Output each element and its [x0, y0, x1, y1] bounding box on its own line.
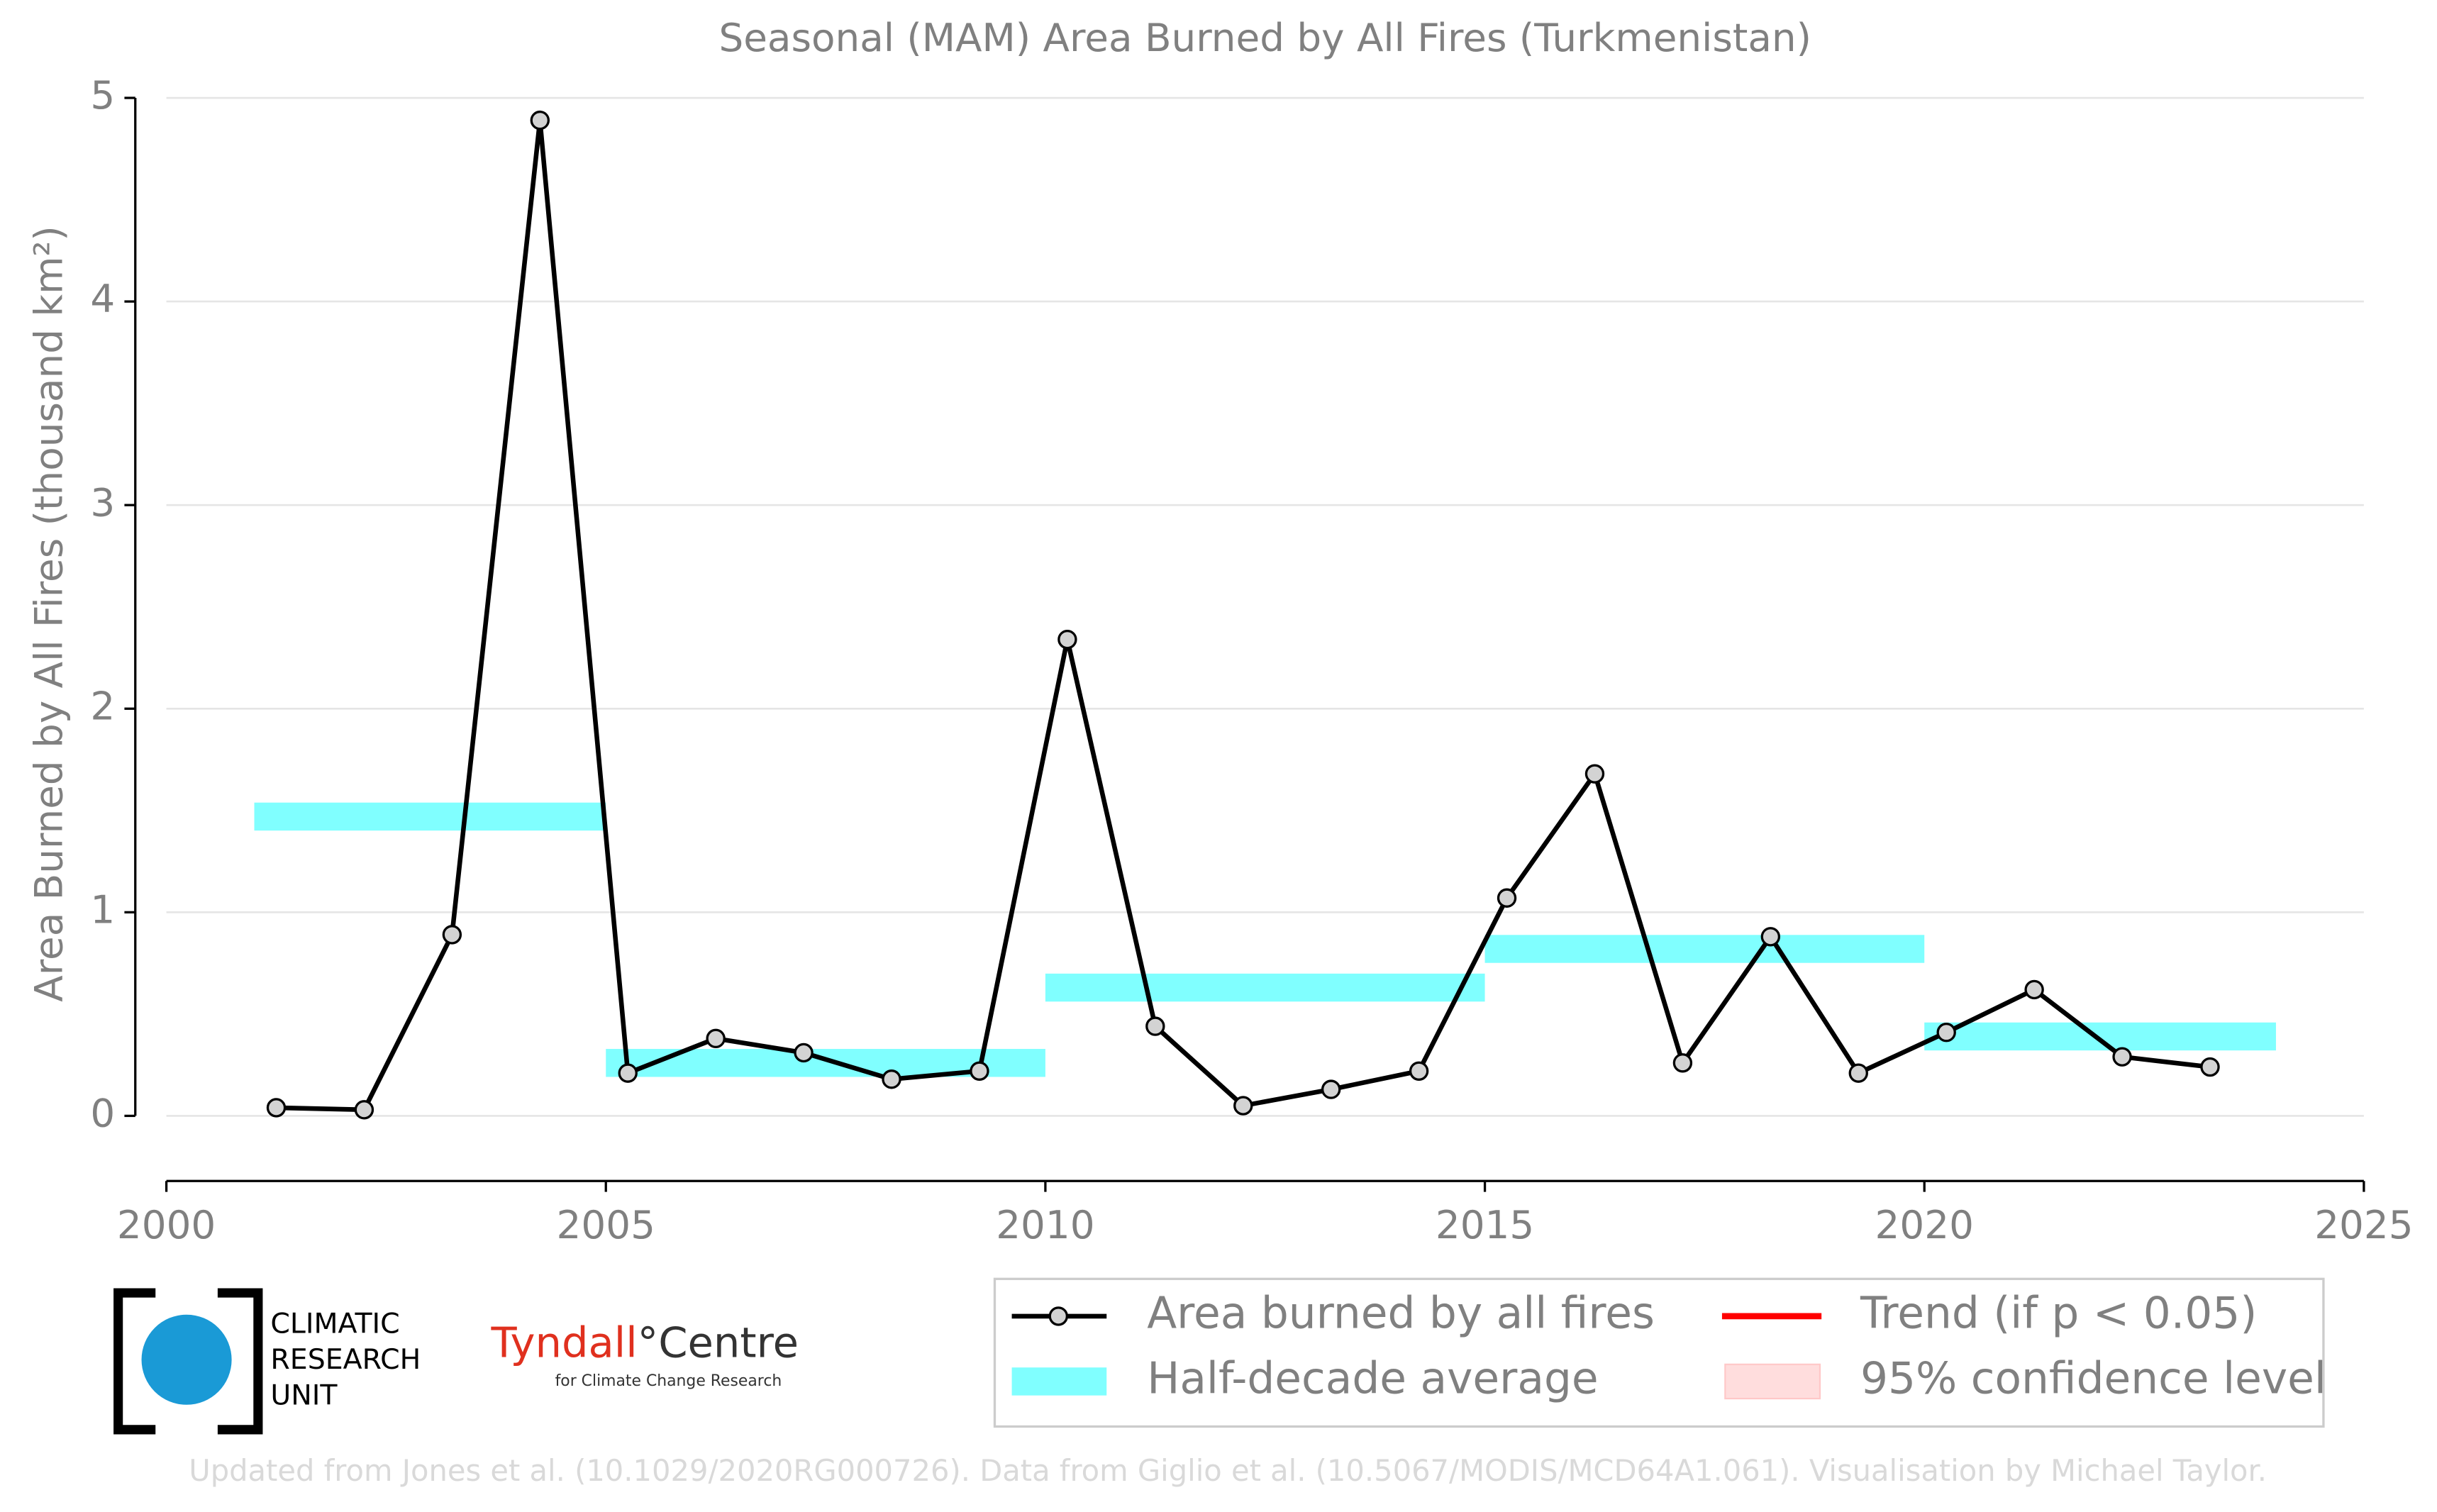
data-point	[1321, 1079, 1341, 1099]
legend-marker	[1048, 1306, 1069, 1326]
data-point	[970, 1061, 989, 1081]
logo-frame	[113, 1288, 263, 1435]
y-tick-label: 1	[90, 886, 115, 932]
logo-text: Tyndall°Centre	[491, 1318, 799, 1367]
y-tick-label: 2	[90, 683, 115, 728]
chart-title: Seasonal (MAM) Area Burned by All Fires …	[718, 15, 1811, 60]
data-point	[1057, 629, 1077, 650]
data-point	[1672, 1053, 1693, 1073]
y-tick-label: 4	[90, 276, 115, 321]
data-point	[618, 1063, 638, 1083]
data-point	[442, 925, 462, 945]
half-decade-bar	[1924, 1022, 2276, 1051]
data-point	[1145, 1016, 1165, 1036]
x-tick-label: 2000	[117, 1202, 216, 1247]
y-tick-label: 3	[90, 479, 115, 525]
data-point	[1409, 1061, 1429, 1081]
tyndall-logo: Tyndall°Centre for Climate Change Resear…	[491, 1318, 799, 1390]
data-point	[1848, 1063, 1868, 1083]
y-tick-label: 5	[90, 72, 115, 118]
legend-label: Area burned by all fires	[1147, 1289, 1655, 1339]
logo-text: CLIMATIC	[270, 1308, 399, 1340]
logo-text: UNIT	[270, 1379, 338, 1411]
logo-text: Tyndall	[491, 1318, 638, 1367]
data-point	[2112, 1047, 2132, 1067]
data-point	[1233, 1096, 1253, 1116]
data-point	[1497, 888, 1517, 908]
half-decade-bar	[1484, 935, 1925, 963]
legend-label: 95% confidence level	[1860, 1354, 2326, 1404]
data-point	[706, 1028, 726, 1049]
footer-credit: Updated from Jones et al. (10.1029/2020R…	[189, 1453, 2267, 1488]
data-point	[2024, 979, 2044, 1000]
x-tick-label: 2010	[996, 1202, 1094, 1247]
logo-text: °Centre	[638, 1318, 799, 1367]
legend-label: Half-decade average	[1147, 1354, 1598, 1404]
legend-swatch	[1724, 1363, 1821, 1400]
x-tick-label: 2020	[1875, 1202, 1974, 1247]
half-decade-bar	[1045, 973, 1485, 1002]
half-decade-bar	[254, 802, 606, 831]
data-point	[882, 1069, 901, 1089]
data-point	[354, 1100, 374, 1120]
data-point	[794, 1043, 814, 1063]
logo-globe	[141, 1314, 232, 1405]
x-tick-label: 2025	[2314, 1202, 2413, 1247]
data-point	[266, 1098, 287, 1118]
x-tick-label: 2015	[1436, 1202, 1534, 1247]
logo-text: RESEARCH	[270, 1343, 421, 1376]
y-tick-label: 0	[90, 1091, 115, 1136]
data-point	[1936, 1023, 1956, 1043]
data-point	[530, 110, 550, 130]
y-axis-label: Area Burned by All Fires (thousand km²)	[26, 226, 72, 1002]
legend-swatch	[1011, 1367, 1107, 1396]
data-point	[2200, 1057, 2220, 1077]
cru-logo: CLIMATIC RESEARCH UNIT	[113, 1287, 421, 1435]
legend	[993, 1277, 2325, 1428]
legend-label: Trend (if p < 0.05)	[1860, 1289, 2257, 1339]
data-point	[1584, 764, 1605, 784]
data-point	[1760, 927, 1781, 947]
plot-area: 0 1 2 3 4 5 2000 2005 2010 2015 2020 2025	[90, 72, 2413, 1247]
x-tick-label: 2005	[557, 1202, 655, 1247]
logo-subtext: for Climate Change Research	[555, 1372, 782, 1390]
